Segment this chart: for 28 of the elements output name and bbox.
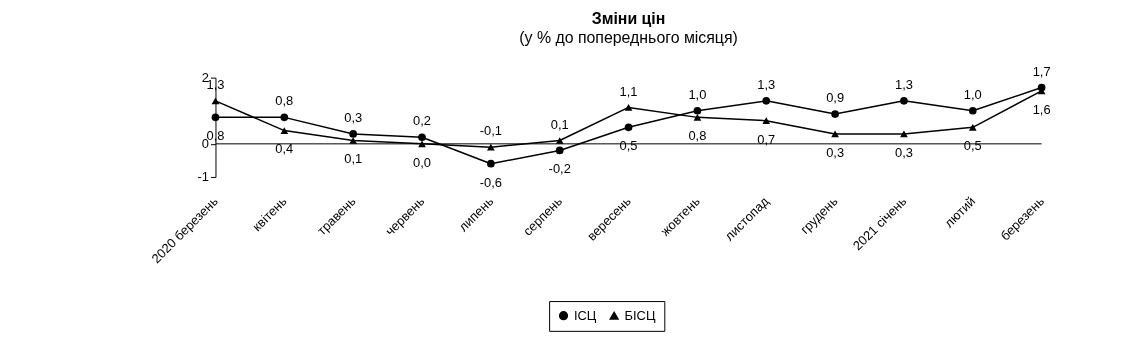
data-label: 1,6 (1032, 101, 1051, 117)
legend-label: БІСЦ (624, 307, 656, 323)
data-label: 1,7 (1032, 63, 1051, 79)
data-label: 0,1 (550, 116, 569, 132)
data-label: 0,3 (894, 144, 913, 160)
chart-subtitle: (у % до попереднього місяця) (519, 28, 738, 46)
data-label: 0,8 (275, 93, 294, 109)
data-label: 1,0 (688, 86, 707, 102)
data-label: 1,1 (619, 83, 638, 99)
chart-title: Зміни цін (591, 10, 666, 28)
legend-label: ІСЦ (573, 307, 597, 323)
data-label: 0,7 (757, 131, 776, 147)
data-label: 1,0 (963, 86, 982, 102)
data-label: 0,9 (826, 90, 845, 106)
data-label: 0,4 (275, 141, 294, 157)
data-label: 0,3 (344, 110, 363, 125)
y-tick-label: 2 (201, 70, 210, 86)
data-label: 1,3 (757, 76, 776, 92)
data-label: 0,2 (413, 113, 431, 129)
data-label: -0,2 (548, 161, 571, 177)
data-label: 0,0 (413, 154, 431, 170)
data-label: 0,1 (344, 151, 363, 167)
data-label: -0,1 (479, 123, 502, 139)
data-label: 1,3 (894, 76, 913, 92)
y-tick-label: -1 (197, 169, 210, 185)
data-label: 0,3 (826, 144, 845, 160)
data-label: 0,8 (688, 128, 707, 144)
data-label: -0,6 (479, 174, 502, 190)
